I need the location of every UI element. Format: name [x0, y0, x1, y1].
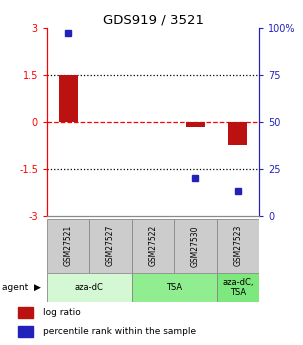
- Bar: [47, 273, 132, 302]
- Text: GSM27527: GSM27527: [106, 225, 115, 266]
- Text: aza-dC,
TSA: aza-dC, TSA: [222, 277, 254, 297]
- Bar: [174, 219, 217, 273]
- Text: TSA: TSA: [166, 283, 182, 292]
- Text: agent  ▶: agent ▶: [2, 283, 40, 292]
- Bar: [47, 219, 89, 273]
- Text: GSM27523: GSM27523: [233, 225, 242, 266]
- Bar: [18, 326, 33, 337]
- Bar: [132, 273, 217, 302]
- Text: GSM27522: GSM27522: [148, 225, 158, 266]
- Title: GDS919 / 3521: GDS919 / 3521: [102, 13, 204, 27]
- Bar: [217, 219, 259, 273]
- Text: GSM27530: GSM27530: [191, 225, 200, 267]
- Bar: [18, 307, 33, 318]
- Text: log ratio: log ratio: [43, 308, 81, 317]
- Text: percentile rank within the sample: percentile rank within the sample: [43, 327, 196, 336]
- Text: GSM27521: GSM27521: [64, 225, 73, 266]
- Bar: [217, 273, 259, 302]
- Bar: [228, 121, 247, 145]
- Bar: [59, 75, 78, 121]
- Bar: [89, 219, 132, 273]
- Text: aza-dC: aza-dC: [75, 283, 104, 292]
- Bar: [132, 219, 174, 273]
- Bar: [186, 121, 205, 127]
